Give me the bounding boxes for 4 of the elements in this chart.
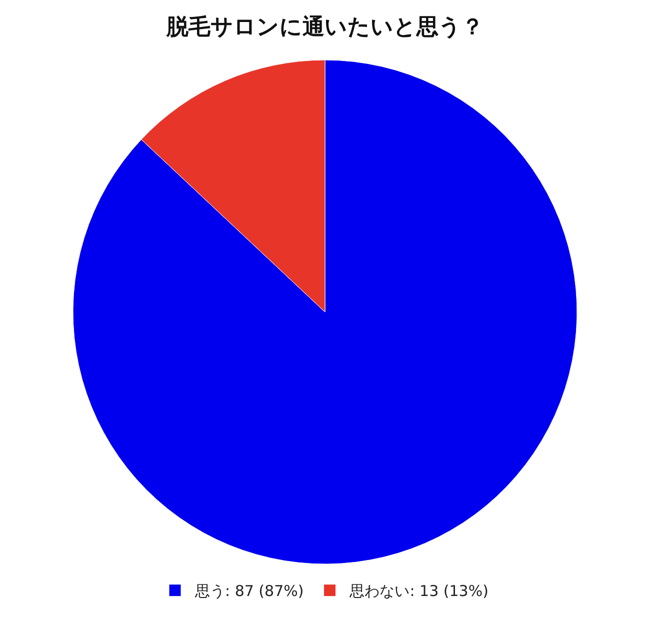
pie-slice [72, 60, 577, 564]
legend-label: 思う: 87 (87%) [194, 582, 304, 600]
chart-title: 脱毛サロンに通いたいと思う？ [166, 14, 484, 40]
legend-label: 思わない: 13 (13%) [348, 582, 488, 600]
